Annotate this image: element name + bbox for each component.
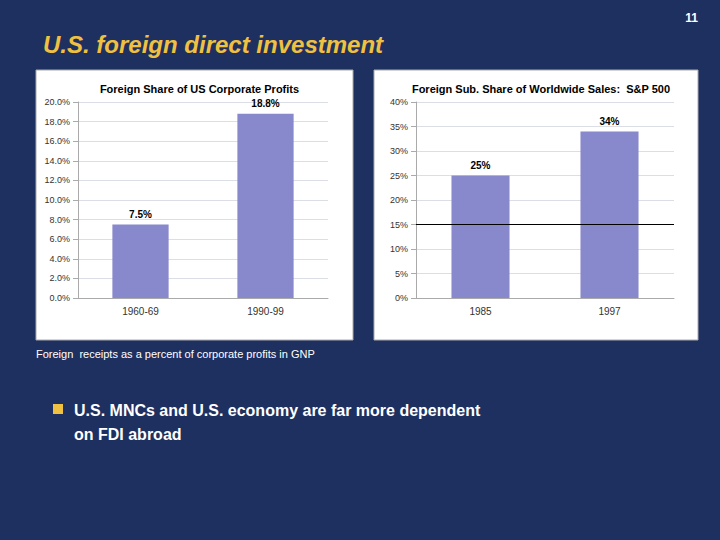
svg-text:0.0%: 0.0%: [49, 293, 70, 303]
svg-text:Foreign Share of US Corporate: Foreign Share of US Corporate Profits: [100, 83, 299, 95]
svg-text:14.0%: 14.0%: [44, 156, 70, 166]
svg-text:18.0%: 18.0%: [44, 117, 70, 127]
svg-text:2.0%: 2.0%: [49, 273, 70, 283]
svg-text:U.S. foreign direct investment: U.S. foreign direct investment: [43, 31, 384, 58]
svg-text:on FDI abroad: on FDI abroad: [74, 426, 182, 443]
svg-text:12.0%: 12.0%: [44, 175, 70, 185]
svg-text:25%: 25%: [390, 171, 408, 181]
svg-text:4.0%: 4.0%: [49, 254, 70, 264]
svg-text:7.5%: 7.5%: [129, 209, 152, 220]
svg-text:5%: 5%: [395, 269, 408, 279]
svg-text:U.S. MNCs and U.S. economy are: U.S. MNCs and U.S. economy are far more …: [74, 402, 481, 419]
svg-text:10%: 10%: [390, 244, 408, 254]
svg-text:1960-69: 1960-69: [122, 306, 159, 317]
svg-text:20%: 20%: [390, 195, 408, 205]
svg-text:16.0%: 16.0%: [44, 136, 70, 146]
svg-text:11: 11: [685, 11, 698, 25]
svg-text:25%: 25%: [470, 160, 490, 171]
svg-text:Foreign receipts as a percent: Foreign receipts as a percent of corpora…: [36, 348, 315, 360]
svg-text:15%: 15%: [390, 220, 408, 230]
svg-text:8.0%: 8.0%: [49, 215, 70, 225]
svg-text:0%: 0%: [395, 293, 408, 303]
svg-text:10.0%: 10.0%: [44, 195, 70, 205]
svg-text:20.0%: 20.0%: [44, 97, 70, 107]
svg-text:40%: 40%: [390, 97, 408, 107]
svg-text:35%: 35%: [390, 122, 408, 132]
svg-text:6.0%: 6.0%: [49, 234, 70, 244]
svg-text:34%: 34%: [599, 116, 619, 127]
svg-text:1985: 1985: [469, 306, 492, 317]
svg-text:1997: 1997: [598, 306, 621, 317]
svg-text:18.8%: 18.8%: [251, 98, 279, 109]
svg-text:Foreign Sub. Share of Worldwid: Foreign Sub. Share of Worldwide Sales: S…: [412, 83, 670, 95]
svg-text:1990-99: 1990-99: [247, 306, 284, 317]
svg-text:30%: 30%: [390, 146, 408, 156]
